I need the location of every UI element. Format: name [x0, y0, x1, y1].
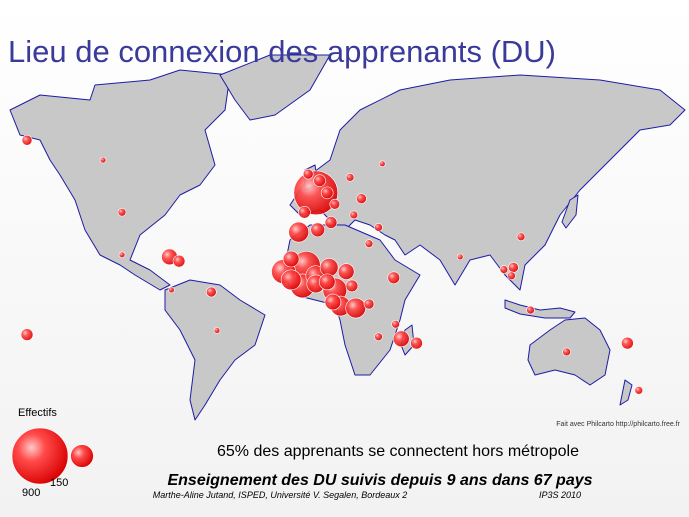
bubble — [324, 293, 342, 311]
south-america — [164, 279, 266, 421]
bubble — [499, 265, 509, 274]
bubble — [410, 336, 423, 350]
bubble — [324, 216, 338, 229]
footer-author: Marthe-Aline Jutand, ISPED, Université V… — [153, 490, 407, 500]
bubble — [356, 193, 367, 204]
legend-title: Effectifs — [18, 407, 57, 419]
statement: 65% des apprenants se connectent hors mé… — [217, 443, 579, 460]
credit: Fait avec Philcarto http://philcarto.fre… — [556, 421, 680, 428]
bubble — [393, 330, 410, 348]
bubble — [20, 328, 34, 341]
bubble — [329, 198, 341, 210]
bubble — [634, 386, 644, 395]
legend-size-label: 150 — [50, 477, 68, 489]
bubble — [298, 205, 311, 219]
bubble — [391, 320, 400, 329]
bubble — [293, 170, 339, 216]
bubble — [172, 254, 186, 268]
legend-bubble — [70, 444, 94, 468]
bubble — [364, 239, 374, 248]
greenland — [219, 54, 331, 121]
bubble — [621, 336, 634, 350]
new-zealand — [619, 379, 633, 406]
bubble — [117, 208, 127, 217]
legend-size-label: 900 — [22, 487, 40, 499]
bubble — [310, 222, 325, 238]
headline: Enseignement des DU suivis depuis 9 ans … — [167, 472, 592, 489]
bubble — [379, 160, 386, 167]
eurasia — [289, 74, 686, 291]
north-america — [9, 69, 231, 291]
slide-title: Lieu de connexion des apprenants (DU) — [8, 34, 556, 69]
bubble — [387, 271, 400, 285]
bubble — [456, 253, 464, 261]
bubble — [213, 327, 221, 334]
bubble — [374, 332, 383, 341]
bubble — [99, 156, 107, 164]
bubble — [516, 232, 526, 242]
bubble — [319, 258, 339, 277]
bubble — [288, 221, 310, 243]
bubble — [349, 210, 359, 220]
bubble — [526, 305, 535, 315]
bubble — [205, 286, 217, 298]
bubble — [118, 251, 126, 258]
bubble — [313, 174, 326, 187]
bubble — [562, 347, 571, 357]
bubble — [282, 250, 300, 268]
bubble — [363, 298, 375, 310]
bubble — [337, 263, 355, 280]
bubble — [302, 168, 314, 180]
bubble — [280, 269, 302, 291]
bubble — [507, 271, 516, 280]
bubble — [508, 262, 519, 273]
bubble — [345, 173, 355, 182]
japan — [561, 194, 579, 229]
bubble — [374, 223, 383, 232]
bubble — [21, 134, 33, 146]
bubble — [345, 279, 359, 293]
bubble — [168, 286, 175, 294]
bubble — [345, 297, 367, 319]
legend-bubble — [11, 427, 69, 485]
footer-event: IP3S 2010 — [539, 490, 581, 500]
bubbles — [20, 134, 644, 395]
bubble — [320, 186, 334, 200]
bubble — [318, 273, 336, 291]
